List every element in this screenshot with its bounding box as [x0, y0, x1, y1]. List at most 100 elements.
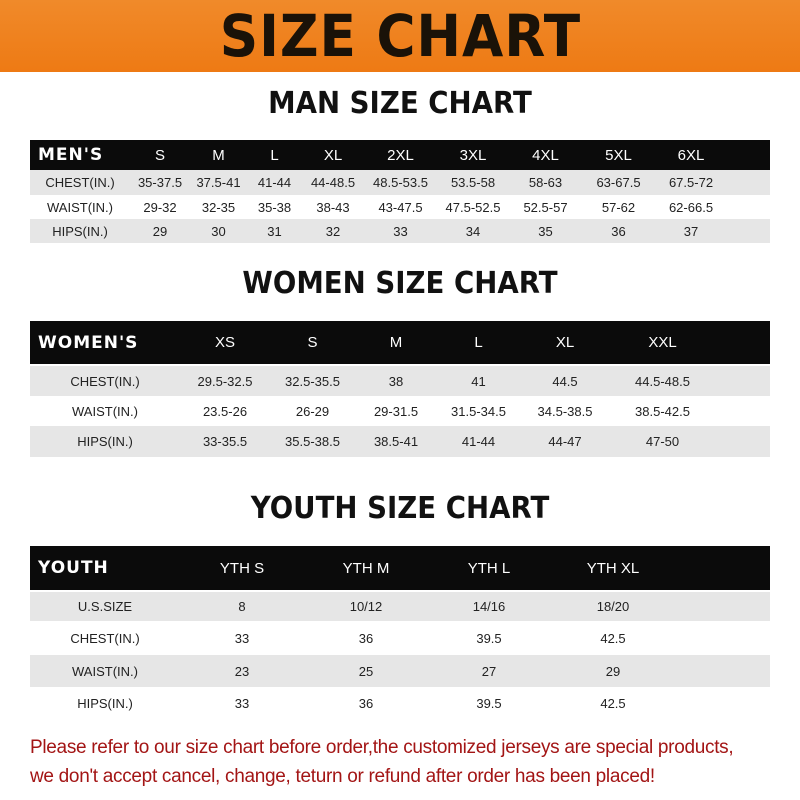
row-label: U.S.SIZE: [77, 599, 133, 614]
size-header: YTH M: [342, 559, 390, 577]
size-header: L: [474, 334, 483, 351]
row-label: CHEST(IN.): [70, 630, 140, 646]
table-cell: 36: [611, 223, 626, 239]
table-cell: 62-66.5: [668, 199, 714, 215]
table-cell: 41-44: [257, 175, 292, 190]
row-label: CHEST(IN.): [70, 373, 140, 389]
header-row: MEN'S S M L XL 2XL 3XL 4XL 5XL 6XL: [30, 140, 770, 170]
header-row: WOMEN'S XS S M L XL XXL: [30, 321, 770, 364]
table-cell: 33: [393, 223, 408, 239]
table-cell: 30: [211, 223, 226, 239]
table-cell: 29.5-32.5: [197, 373, 253, 389]
table-cell: 38.5-41: [373, 434, 419, 449]
table-cell: 47-50: [645, 434, 680, 449]
table-cell: 42.5: [600, 630, 626, 646]
men-chart-title: MAN SIZE CHART: [268, 86, 532, 121]
table-label: MEN'S: [38, 145, 104, 165]
table-cell: 27: [481, 663, 497, 679]
table-row: CHEST(IN.) 29.5-32.5 32.5-35.5 38 41 44.5 44.5…: [30, 366, 770, 396]
size-header: XL: [323, 146, 343, 164]
size-header: YTH L: [467, 559, 511, 577]
table-cell: 29-32: [143, 199, 177, 215]
youth-size-table: YOUTH YTH S YTH M YTH L YTH XL U.S.SIZE 8 10/12…: [30, 546, 770, 719]
table-cell: 14/16: [472, 599, 506, 614]
table-cell: 18/20: [596, 599, 630, 614]
table-cell: 35: [538, 223, 553, 239]
table-cell: 35-38: [257, 199, 292, 215]
table-cell: 26-29: [295, 403, 330, 419]
table-cell: 33-35.5: [202, 434, 248, 449]
table-cell: 32-35: [201, 199, 236, 215]
table-cell: 23: [234, 663, 250, 679]
table-row: WAIST(IN.) 23 25 27 29: [30, 655, 770, 687]
table-row: HIPS(IN.) 33-35.5 35.5-38.5 38.5-41 41-44 44-…: [30, 426, 770, 457]
size-header: M: [389, 334, 403, 351]
table-cell: 44-47: [548, 434, 582, 449]
table-cell: 29: [152, 223, 168, 239]
table-cell: 63-67.5: [596, 175, 641, 190]
order-notice: Please refer to our size chart before or…: [30, 733, 790, 791]
table-cell: 10/12: [349, 599, 383, 614]
table-cell: 41: [471, 373, 486, 389]
table-row: U.S.SIZE 8 10/12 14/16 18/20: [30, 592, 770, 621]
table-cell: 29: [605, 663, 621, 679]
table-cell: 38-43: [316, 199, 350, 215]
table-cell: 44.5-48.5: [635, 373, 690, 389]
size-chart-banner: SIZE CHART: [0, 0, 800, 72]
table-cell: 44-48.5: [310, 175, 356, 190]
table-cell: 29-31.5: [373, 403, 419, 419]
women-chart-title: WOMEN SIZE CHART: [242, 266, 558, 301]
row-label: WAIST(IN.): [72, 663, 138, 679]
size-header: M: [212, 146, 225, 164]
table-cell: 43-47.5: [378, 199, 423, 215]
table-cell: 52.5-57: [523, 199, 568, 215]
size-header: 2XL: [387, 146, 414, 164]
size-header: 3XL: [459, 146, 487, 164]
table-cell: 32: [325, 223, 341, 239]
table-cell: 35-37.5: [137, 175, 183, 190]
size-header: YTH XL: [586, 559, 640, 577]
size-header: L: [270, 146, 279, 164]
table-cell: 23.5-26: [202, 403, 248, 419]
size-header: 4XL: [532, 146, 559, 164]
table-cell: 57-62: [601, 199, 636, 215]
notice-line-2: we don't accept cancel, change, teturn o…: [30, 766, 655, 787]
size-header: S: [154, 146, 165, 164]
table-cell: 36: [358, 695, 374, 711]
table-cell: 44.5: [552, 373, 578, 389]
table-cell: 31.5-34.5: [451, 403, 506, 419]
size-header: 6XL: [677, 146, 705, 164]
table-cell: 34.5-38.5: [537, 403, 593, 419]
table-row: HIPS(IN.) 33 36 39.5 42.5: [30, 687, 770, 719]
women-size-table: WOMEN'S XS S M L XL XXL CHEST(IN.) 29.5-32.5 32.5…: [30, 321, 770, 457]
row-label: CHEST(IN.): [45, 175, 115, 190]
row-label: WAIST(IN.): [72, 403, 138, 419]
row-label: HIPS(IN.): [77, 695, 133, 711]
banner-title: SIZE CHART: [219, 2, 581, 70]
table-cell: 38: [388, 373, 404, 389]
table-cell: 47.5-52.5: [445, 199, 501, 215]
table-cell: 33: [234, 630, 250, 646]
table-cell: 48.5-53.5: [373, 175, 428, 190]
size-header: S: [307, 334, 318, 351]
table-row: WAIST(IN.) 29-32 32-35 35-38 38-43 43-47.5 47.…: [30, 195, 770, 219]
youth-chart-title: YOUTH SIZE CHART: [250, 491, 550, 526]
table-cell: 53.5-58: [450, 175, 496, 190]
table-cell: 39.5: [476, 695, 502, 711]
table-cell: 39.5: [476, 630, 502, 646]
table-cell: 31: [267, 223, 282, 239]
table-cell: 36: [358, 630, 374, 646]
size-header: 5XL: [605, 146, 632, 164]
row-label: WAIST(IN.): [47, 199, 113, 215]
row-label: HIPS(IN.): [77, 434, 133, 449]
table-cell: 34: [465, 223, 481, 239]
table-cell: 8: [238, 599, 246, 614]
table-cell: 32.5-35.5: [285, 373, 340, 389]
size-header: XS: [214, 334, 235, 351]
table-cell: 37: [683, 223, 699, 239]
size-header: YTH S: [219, 559, 265, 577]
size-header: XXL: [648, 334, 677, 351]
row-label: HIPS(IN.): [52, 223, 108, 239]
table-row: WAIST(IN.) 23.5-26 26-29 29-31.5 31.5-34.5 34…: [30, 396, 770, 426]
table-cell: 25: [358, 663, 374, 679]
